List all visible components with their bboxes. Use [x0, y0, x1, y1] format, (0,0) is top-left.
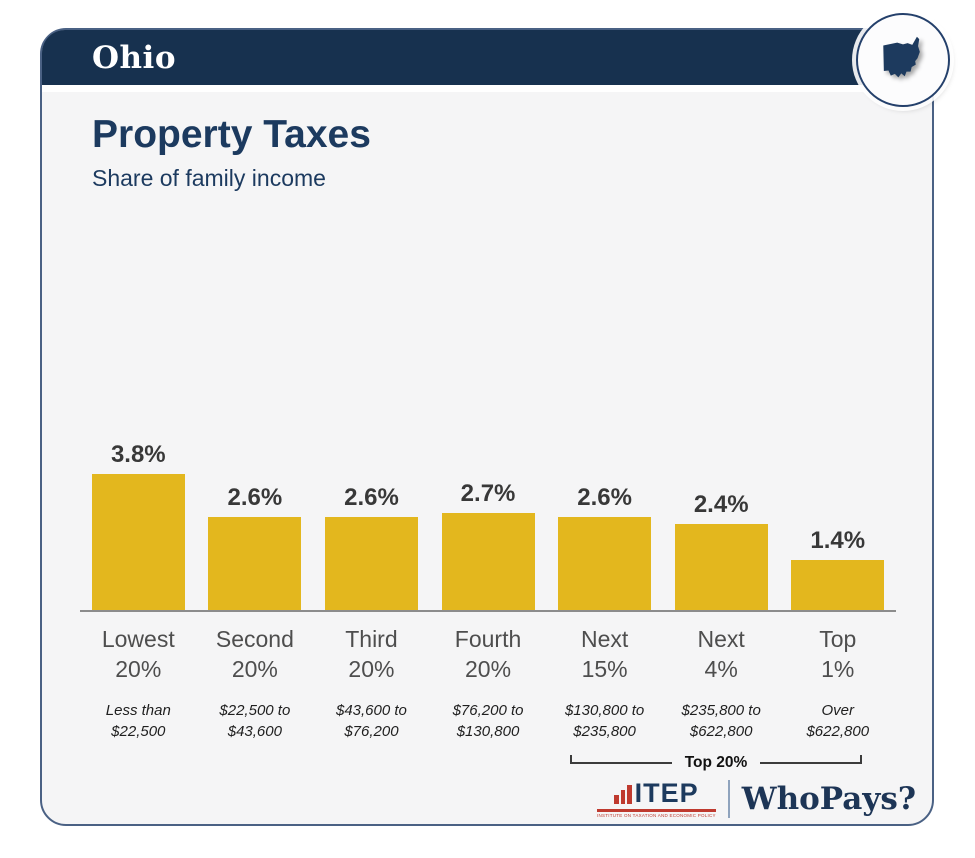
category-label: Third 20% — [345, 626, 398, 683]
bar-column: 2.6% — [197, 484, 314, 610]
income-range-label: $43,600 to $76,200 — [335, 701, 407, 741]
bar-value-label: 1.4% — [810, 527, 866, 554]
bar-value-label: 2.4% — [693, 491, 749, 518]
category-label: Next 15% — [580, 626, 629, 683]
bar-column: 1.4% — [779, 527, 896, 610]
card-header: Ohio — [42, 30, 932, 92]
bar-column: 2.6% — [546, 484, 663, 610]
income-range-label: $130,800 to $235,800 — [564, 701, 645, 741]
whopays-wordmark: WhoPays? — [741, 780, 916, 817]
state-name: Ohio — [92, 39, 176, 76]
ohio-state-icon — [883, 36, 920, 78]
bracket-line-right — [760, 755, 862, 764]
chart-title: Property Taxes — [92, 113, 371, 156]
chart-subtitle: Share of family income — [92, 164, 326, 191]
axis-label-column: Next 15% $130,800 to $235,800 — [546, 612, 663, 743]
axis-label-column: Top 1% Over $622,800 — [779, 612, 896, 743]
category-label: Next 4% — [697, 626, 745, 683]
top20-bracket: Top 20% — [570, 746, 862, 771]
itep-logo-top: ITEP — [614, 777, 699, 808]
category-label: Second 20% — [215, 626, 294, 683]
axis-label-column: Next 4% $235,800 to $622,800 — [663, 612, 780, 743]
income-range-label: $235,800 to $622,800 — [681, 701, 761, 741]
bar-column: 3.8% — [80, 441, 197, 610]
footer-divider — [727, 779, 730, 818]
bar-value-label: 2.6% — [344, 484, 399, 511]
itep-subtitle: INSTITUTE ON TAXATION AND ECONOMIC POLIC… — [597, 813, 716, 818]
category-label: Lowest 20% — [101, 626, 175, 683]
itep-red-rule — [597, 808, 716, 812]
bars-row: 3.8% 2.6% 2.6% 2.7% 2.6% 2.4% 1.4% — [80, 418, 896, 612]
title-block: Property Taxes Share of family income — [92, 113, 371, 192]
income-range-label: $22,500 to $43,600 — [219, 701, 291, 741]
axis-label-column: Fourth 20% $76,200 to $130,800 — [430, 612, 547, 743]
itep-logo: ITEP INSTITUTE ON TAXATION AND ECONOMIC … — [597, 777, 716, 818]
bar-chart: 3.8% 2.6% 2.6% 2.7% 2.6% 2.4% 1.4% Lowest 20% Le… — [80, 418, 896, 743]
bar — [558, 517, 652, 610]
bracket-line-left — [570, 755, 672, 764]
bar-value-label: 2.7% — [460, 480, 516, 507]
bar — [791, 560, 885, 610]
axis-label-column: Second 20% $22,500 to $43,600 — [197, 612, 314, 743]
bar — [324, 517, 418, 610]
bar-column: 2.4% — [663, 491, 780, 610]
income-range-label: Over $622,800 — [806, 701, 870, 741]
footer-logos: ITEP INSTITUTE ON TAXATION AND ECONOMIC … — [597, 777, 916, 818]
labels-row: Lowest 20% Less than $22,500 Second 20% $22,50… — [80, 612, 896, 743]
state-report-card: Ohio Property Taxes Share of family inco… — [40, 28, 934, 826]
bar-column: 2.6% — [313, 484, 430, 610]
bar — [208, 517, 302, 610]
income-range-label: Less than $22,500 — [105, 701, 171, 741]
bar — [674, 524, 768, 610]
state-outline-badge — [856, 13, 950, 107]
bar-value-label: 2.6% — [227, 484, 283, 511]
itep-wordmark: ITEP — [634, 777, 699, 808]
category-label: Top 1% — [819, 626, 857, 683]
bar — [91, 474, 185, 610]
bracket-label: Top 20% — [684, 754, 748, 771]
income-range-label: $76,200 to $130,800 — [452, 701, 524, 741]
bar-column: 2.7% — [430, 480, 547, 610]
bar-value-label: 2.6% — [577, 484, 632, 511]
bar-value-label: 3.8% — [110, 441, 166, 468]
category-label: Fourth 20% — [454, 626, 522, 683]
bar — [441, 513, 535, 610]
axis-label-column: Third 20% $43,600 to $76,200 — [313, 612, 430, 743]
axis-label-column: Lowest 20% Less than $22,500 — [80, 612, 197, 743]
itep-barchart-icon — [614, 784, 632, 804]
